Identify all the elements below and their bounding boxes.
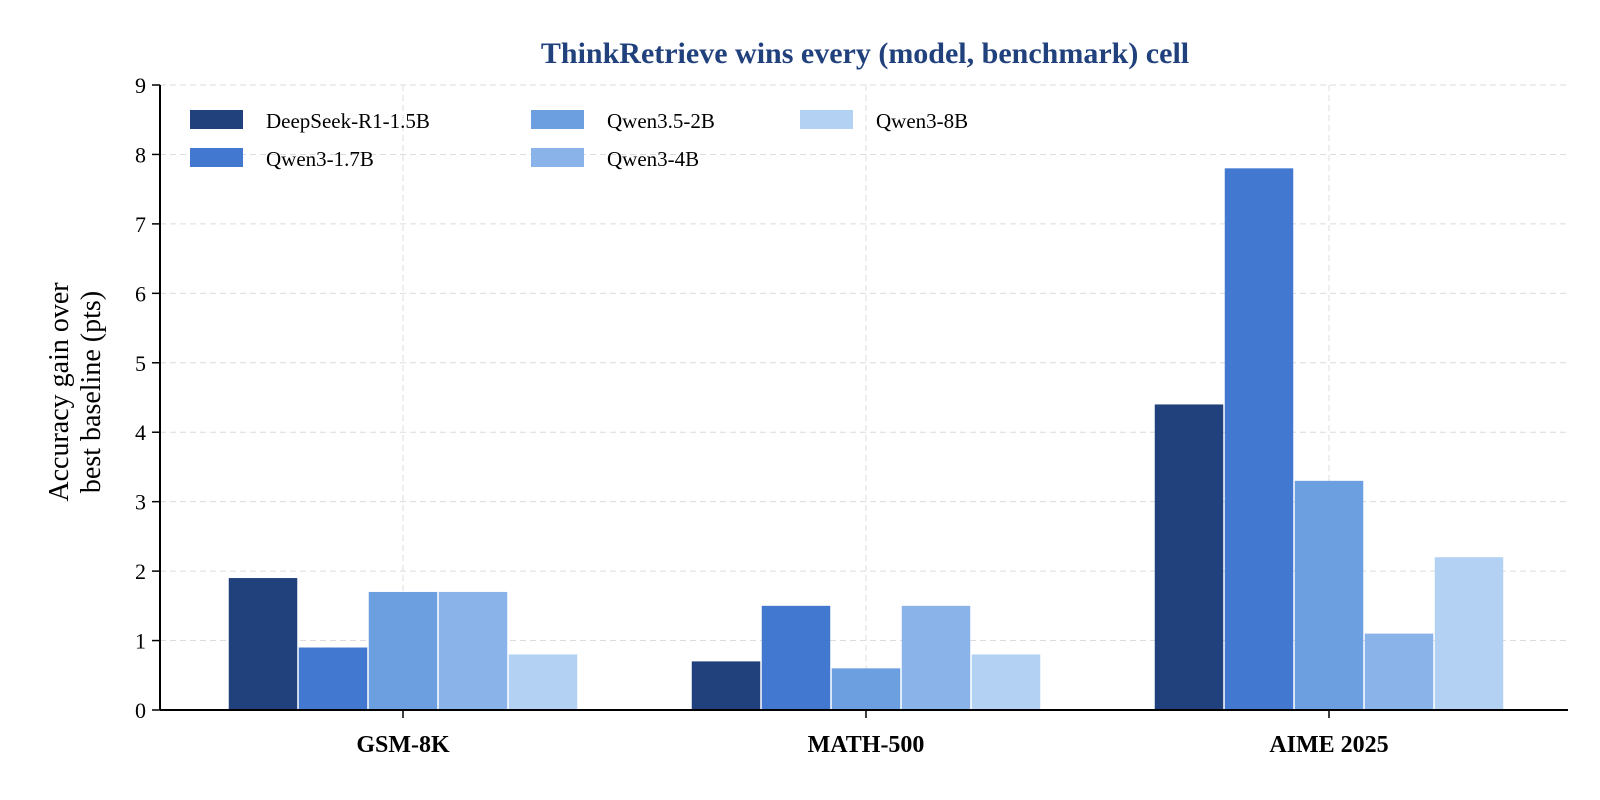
y-tick-label-6: 6	[135, 281, 146, 306]
legend-swatch-1	[190, 148, 243, 167]
legend-swatch-3	[531, 148, 584, 167]
bar-gsm-8k-qwen3-8b	[508, 654, 578, 710]
axes: 0 1 2 3 4 5 6 7 8 9 GSM-8K MATH-500 AIME 2025	[135, 73, 1568, 758]
bar-gsm-8k-qwen3-1.7b	[298, 647, 368, 710]
bar-math-500-qwen3-4b	[901, 605, 971, 710]
y-tick-label-7: 7	[135, 212, 146, 237]
bars	[228, 168, 1504, 711]
bar-aime-2025-qwen3-1.7b	[1224, 168, 1294, 711]
x-tick-label-2: AIME 2025	[1269, 732, 1388, 758]
legend-label-3: Qwen3-4B	[607, 147, 699, 171]
y-tick-label-4: 4	[135, 420, 146, 445]
bar-aime-2025-qwen3-8b	[1434, 557, 1504, 710]
y-tick-label-0: 0	[135, 698, 146, 723]
bar-gsm-8k-deepseek-r1-1.5b	[228, 578, 298, 710]
legend-swatch-2	[531, 110, 584, 129]
bar-math-500-qwen3-8b	[971, 654, 1041, 710]
grid-lines	[160, 84, 1568, 710]
chart-title: ThinkRetrieve wins every (model, benchma…	[541, 37, 1189, 70]
legend-swatch-4	[800, 110, 853, 129]
legend: DeepSeek-R1-1.5B Qwen3-1.7B Qwen3.5-2B Qwen…	[190, 109, 968, 171]
bar-math-500-deepseek-r1-1.5b	[691, 661, 761, 710]
y-tick-label-5: 5	[135, 351, 146, 376]
y-tick-label-1: 1	[135, 629, 146, 654]
bar-gsm-8k-qwen3.5-2b	[368, 591, 438, 710]
bar-math-500-qwen3.5-2b	[831, 668, 901, 710]
y-tick-label-9: 9	[135, 73, 146, 98]
bar-math-500-qwen3-1.7b	[761, 605, 831, 710]
x-tick-label-1: MATH-500	[808, 732, 925, 758]
y-axis-label-line-2: best baseline (pts)	[76, 291, 107, 493]
y-tick-label-3: 3	[135, 490, 146, 515]
y-axis-label-line-1: Accuracy gain over	[44, 282, 75, 502]
bar-gsm-8k-qwen3-4b	[438, 591, 508, 710]
y-tick-label-2: 2	[135, 559, 146, 584]
bar-aime-2025-qwen3-4b	[1364, 633, 1434, 710]
legend-label-0: DeepSeek-R1-1.5B	[266, 109, 430, 133]
legend-label-1: Qwen3-1.7B	[266, 147, 374, 171]
y-tick-label-8: 8	[135, 142, 146, 167]
legend-label-2: Qwen3.5-2B	[607, 109, 715, 133]
bar-aime-2025-deepseek-r1-1.5b	[1154, 404, 1224, 710]
legend-swatch-0	[190, 110, 243, 129]
bar-aime-2025-qwen3.5-2b	[1294, 480, 1364, 710]
legend-label-4: Qwen3-8B	[876, 109, 968, 133]
x-tick-label-0: GSM-8K	[356, 732, 450, 758]
